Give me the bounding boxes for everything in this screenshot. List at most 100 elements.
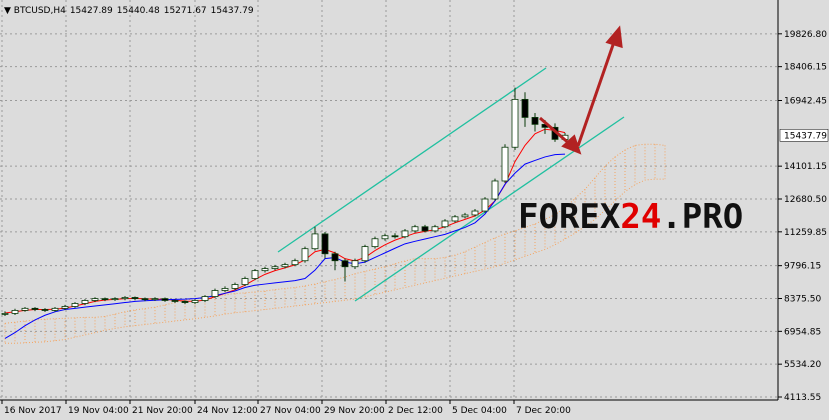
- moving-average: [4, 153, 566, 339]
- arrow-down: [539, 116, 573, 148]
- cloud: [4, 143, 666, 344]
- x-tick-label: 16 Nov 2017: [4, 406, 62, 416]
- symbol: BTCUSD,H4: [14, 6, 66, 16]
- price-tag: [779, 129, 829, 142]
- candle-body: [461, 214, 469, 218]
- candle-body: [341, 260, 349, 268]
- candle-body: [401, 230, 409, 238]
- channel-lower: [354, 116, 625, 302]
- candle-body: [201, 296, 209, 301]
- header-high: 15440.48: [117, 6, 160, 16]
- candle-body: [151, 298, 159, 301]
- candle-body: [371, 238, 379, 248]
- candle-body: [261, 268, 269, 272]
- header: ▼ BTCUSD,H4 15427.89 15440.48 15271.67 15437…: [4, 6, 254, 16]
- cloud-edge: [5, 178, 665, 344]
- candle-body: [241, 278, 249, 285]
- header-close: 15437.79: [211, 6, 254, 16]
- candle-body: [131, 297, 139, 300]
- watermark-part: .PRO: [661, 197, 743, 237]
- candle-body: [301, 248, 309, 262]
- y-tick-label: 12680.50: [784, 195, 827, 205]
- candle-body: [451, 216, 459, 222]
- arrows: [539, 25, 623, 155]
- candle-body: [181, 300, 189, 303]
- header-open: 15427.89: [70, 6, 113, 16]
- y-tick-label: 9796.15: [784, 262, 821, 272]
- candle-body: [491, 180, 499, 200]
- arrow-up: [576, 41, 616, 147]
- candle-body: [41, 309, 49, 311]
- candle-body: [141, 298, 149, 301]
- candle-body: [91, 298, 99, 301]
- y-tick-label: 14101.15: [784, 162, 827, 172]
- candle-body: [521, 98, 529, 118]
- y-tick-label: 6954.85: [784, 327, 821, 337]
- candle-body: [481, 198, 489, 212]
- arrow-head: [605, 25, 623, 49]
- candle-body: [111, 298, 119, 301]
- y-tick-label: 4113.55: [784, 393, 821, 403]
- cloud-edge: [4, 143, 666, 324]
- candle-body: [271, 266, 279, 269]
- y-tick-label: 11259.85: [784, 228, 827, 238]
- axes: 19826.80 18406.15 16942.45 14101.15 12680.50…: [1, 30, 829, 416]
- candle-body: [101, 298, 109, 301]
- candles: [1, 87, 569, 316]
- candle-body: [281, 264, 289, 268]
- candle-body: [411, 226, 419, 232]
- channel-upper: [277, 67, 547, 253]
- y-tick-label: 18406.15: [784, 63, 827, 73]
- candle-body: [161, 298, 169, 301]
- candle-body: [171, 300, 179, 302]
- candle-body: [231, 284, 239, 289]
- candle-body: [11, 310, 19, 314]
- x-tick-label: 21 Nov 20:00: [132, 406, 193, 416]
- candle-body: [121, 297, 129, 300]
- price-tag-label: 15437.79: [784, 131, 827, 141]
- header-icon: ▼: [4, 6, 14, 16]
- candle-body: [381, 235, 389, 240]
- candle-body: [361, 246, 369, 262]
- grid: [0, 0, 778, 400]
- candle-body: [431, 226, 439, 232]
- x-tick-label: 7 Dec 20:00: [516, 406, 571, 416]
- candle-body: [21, 307, 29, 311]
- candle-body: [51, 307, 59, 311]
- x-tick-label: 24 Nov 12:00: [197, 406, 258, 416]
- y-tick-label: 5534.20: [784, 360, 821, 370]
- candle-body: [511, 98, 519, 148]
- arrow-head: [561, 134, 582, 155]
- candle-body: [71, 303, 79, 307]
- watermark-part: 24: [620, 197, 661, 237]
- x-tick-label: 27 Nov 04:00: [260, 406, 321, 416]
- candle-body: [471, 210, 479, 216]
- watermark: FOREX24.PRO: [518, 197, 743, 237]
- candle-body: [211, 290, 219, 297]
- candle-body: [531, 117, 539, 125]
- x-tick-label: 29 Nov 20:00: [324, 406, 385, 416]
- x-tick-label: 5 Dec 04:00: [452, 406, 507, 416]
- y-tick-label: 16942.45: [784, 96, 827, 106]
- candle-body: [311, 233, 319, 250]
- candle-body: [351, 260, 359, 268]
- candle-body: [251, 270, 259, 279]
- candle-body: [191, 300, 199, 303]
- watermark-part: FOREX: [518, 197, 621, 237]
- candle-body: [331, 253, 339, 262]
- candle-body: [31, 307, 39, 310]
- candle-body: [1, 313, 9, 315]
- candle-body: [61, 306, 69, 309]
- candle-body: [441, 220, 449, 228]
- candle-body: [421, 226, 429, 232]
- candle-body: [291, 260, 299, 266]
- candle-body: [221, 288, 229, 291]
- candle-body: [391, 235, 399, 238]
- candle-body: [81, 300, 89, 304]
- y-tick-label: 19826.80: [784, 30, 827, 40]
- x-tick-label: 19 Nov 04:00: [68, 406, 129, 416]
- candle-body: [321, 233, 329, 255]
